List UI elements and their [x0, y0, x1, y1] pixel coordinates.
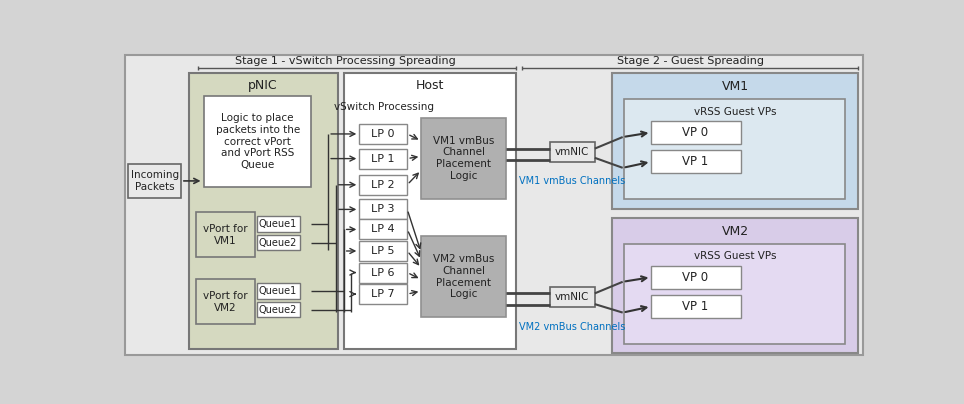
Text: VM1: VM1: [721, 80, 749, 93]
Bar: [612, 218, 858, 354]
Text: Stage 2 - Guest Spreading: Stage 2 - Guest Spreading: [617, 56, 763, 66]
Text: VM1 vmBus Channels: VM1 vmBus Channels: [520, 176, 626, 186]
Text: vSwitch Processing: vSwitch Processing: [334, 102, 434, 112]
Text: Queue1: Queue1: [258, 286, 297, 296]
Bar: [549, 287, 595, 307]
Bar: [360, 200, 407, 219]
Bar: [256, 302, 300, 317]
Bar: [360, 124, 407, 144]
Text: Host: Host: [415, 79, 443, 92]
Text: LP 3: LP 3: [371, 204, 395, 215]
Bar: [344, 73, 516, 349]
Text: LP 4: LP 4: [371, 225, 395, 234]
Bar: [197, 213, 254, 257]
Bar: [360, 241, 407, 261]
Text: LP 2: LP 2: [371, 180, 395, 190]
Text: vPort for
VM2: vPort for VM2: [202, 291, 248, 313]
Bar: [652, 121, 740, 144]
Text: vmNIC: vmNIC: [555, 292, 590, 302]
Text: vRSS Guest VPs: vRSS Guest VPs: [694, 107, 776, 117]
Text: VP 1: VP 1: [683, 300, 709, 313]
Bar: [360, 284, 407, 304]
Text: LP 7: LP 7: [371, 289, 395, 299]
Text: Incoming
Packets: Incoming Packets: [130, 170, 178, 192]
Text: VP 1: VP 1: [683, 155, 709, 168]
Text: Queue1: Queue1: [258, 219, 297, 229]
Bar: [549, 143, 595, 162]
Bar: [189, 73, 337, 349]
Text: VM1 vmBus
Channel
Placement
Logic: VM1 vmBus Channel Placement Logic: [433, 136, 495, 181]
Text: LP 6: LP 6: [371, 267, 395, 278]
Bar: [360, 149, 407, 168]
Text: LP 0: LP 0: [371, 129, 395, 139]
Text: VP 0: VP 0: [683, 271, 709, 284]
Text: vPort for
VM1: vPort for VM1: [202, 224, 248, 246]
Bar: [256, 216, 300, 232]
Text: vmNIC: vmNIC: [555, 147, 590, 158]
Bar: [360, 175, 407, 195]
Bar: [204, 96, 311, 187]
Bar: [652, 150, 740, 173]
Text: VM2: VM2: [721, 225, 749, 238]
Text: Queue2: Queue2: [258, 238, 297, 248]
Text: vRSS Guest VPs: vRSS Guest VPs: [694, 251, 776, 261]
Bar: [652, 295, 740, 318]
Text: pNIC: pNIC: [249, 79, 278, 92]
Text: LP 5: LP 5: [371, 246, 395, 256]
Bar: [256, 235, 300, 250]
Bar: [652, 265, 740, 289]
Bar: [128, 164, 181, 198]
Bar: [256, 283, 300, 299]
Bar: [625, 99, 845, 200]
Text: LP 1: LP 1: [371, 154, 395, 164]
Text: Logic to place
packets into the
correct vPort
and vPort RSS
Queue: Logic to place packets into the correct …: [216, 114, 300, 170]
Text: Stage 1 - vSwitch Processing Spreading: Stage 1 - vSwitch Processing Spreading: [235, 56, 456, 66]
Bar: [612, 73, 858, 208]
Bar: [421, 236, 506, 317]
Bar: [197, 280, 254, 324]
Text: VP 0: VP 0: [683, 126, 709, 139]
Bar: [360, 263, 407, 282]
Bar: [625, 244, 845, 344]
Bar: [421, 118, 506, 199]
Text: VM2 vmBus Channels: VM2 vmBus Channels: [520, 322, 626, 332]
Text: VM2 vmBus
Channel
Placement
Logic: VM2 vmBus Channel Placement Logic: [433, 255, 495, 299]
Text: Queue2: Queue2: [258, 305, 297, 314]
Bar: [360, 219, 407, 240]
